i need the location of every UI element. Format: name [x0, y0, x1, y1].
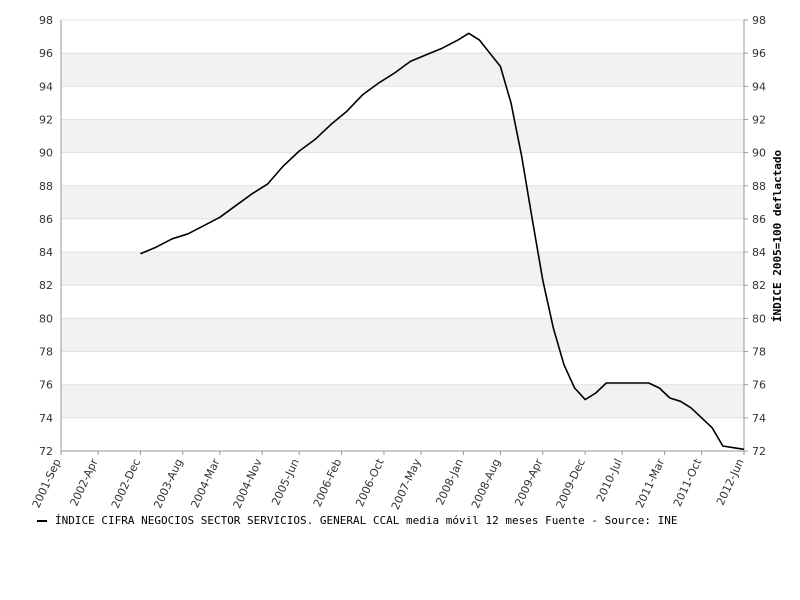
y-tick-label-left: 80 [39, 312, 53, 325]
grid-band [61, 285, 744, 319]
grid-bands [61, 19, 744, 452]
x-tick-label: 2011-Mar [633, 456, 667, 510]
y-tick-label-left: 96 [39, 47, 53, 60]
grid-band [61, 119, 744, 153]
y-tick-label-left: 90 [39, 147, 53, 160]
series-group [140, 32, 745, 451]
x-tick-label: 2008-Aug [469, 457, 503, 511]
x-tick-label: 2002-Dec [109, 457, 143, 511]
y-axis-right: 72 74 76 78 80 82 84 86 88 90 92 94 96 98 [744, 14, 766, 458]
legend: ÍNDICE CIFRA NEGOCIOS SECTOR SERVICIOS. … [37, 514, 777, 527]
x-tick-label: 2001-Sep [30, 457, 64, 510]
y-tick-label-right: 88 [752, 180, 766, 193]
y-tick-label-left: 94 [39, 80, 53, 93]
y-tick-label-left: 78 [39, 346, 53, 359]
y-tick-label-right: 98 [752, 14, 766, 27]
x-tick-label: 2009-Dec [554, 457, 588, 511]
grid-band [61, 417, 744, 451]
x-tick-label: 2011-Oct [671, 456, 705, 509]
x-tick-label: 2008-Jan [433, 457, 466, 507]
y-tick-label-right: 86 [752, 213, 766, 226]
y-tick-label-right: 94 [752, 80, 766, 93]
x-tick-label: 2005-Jun [269, 457, 302, 508]
grid-band [61, 351, 744, 385]
y-tick-label-right: 82 [752, 279, 766, 292]
grid-band [61, 252, 744, 286]
x-tick-label: 2003-Aug [151, 457, 185, 511]
y-tick-label-left: 74 [39, 412, 53, 425]
x-tick-label: 2012-Jun [714, 457, 747, 508]
y-tick-label-right: 74 [752, 412, 766, 425]
y-tick-label-left: 84 [39, 246, 53, 259]
y-tick-label-right: 84 [752, 246, 766, 259]
x-tick-label: 2004-Nov [231, 456, 266, 510]
y-tick-label-right: 90 [752, 147, 766, 160]
y-tick-label-left: 76 [39, 379, 53, 392]
y-tick-label-left: 86 [39, 213, 53, 226]
y-tick-label-left: 98 [39, 14, 53, 27]
grid-band [61, 152, 744, 186]
y-axis-left: 72 74 76 78 80 82 84 86 88 90 92 94 96 98 [39, 14, 53, 458]
y-tick-label-left: 92 [39, 113, 53, 126]
y-tick-label-right: 96 [752, 47, 766, 60]
x-tick-label: 2010-Jul [594, 457, 625, 504]
legend-line-swatch [37, 520, 47, 522]
grid-band [61, 185, 744, 219]
axes [60, 20, 745, 452]
grid-band [61, 86, 744, 120]
y-tick-label-right: 72 [752, 445, 766, 458]
x-tick-label: 2006-Feb [311, 457, 345, 509]
x-tick-label: 2009-Apr [512, 456, 545, 508]
x-axis: 2001-Sep 2002-Apr 2002-Dec 2003-Aug 2004-Mar… [30, 451, 747, 512]
x-tick-label: 2006-Oct [353, 456, 387, 509]
y-tick-label-right: 80 [752, 312, 766, 325]
y-tick-label-right: 92 [752, 113, 766, 126]
x-tick-label: 2007-May [389, 456, 424, 512]
x-tick-label: 2004-Mar [188, 456, 222, 510]
x-tick-label: 2002-Apr [68, 456, 101, 508]
grid-band [61, 20, 744, 54]
grid-band [61, 218, 744, 253]
legend-text: ÍNDICE CIFRA NEGOCIOS SECTOR SERVICIOS. … [55, 514, 678, 527]
y-axis-label: ÍNDICE 2005=100 deflactado [771, 150, 784, 323]
grid-band [61, 53, 744, 87]
y-tick-label-left: 72 [39, 445, 53, 458]
series-line [140, 32, 745, 451]
y-tick-label-left: 88 [39, 180, 53, 193]
grid-band [61, 384, 744, 418]
y-tick-label-right: 78 [752, 346, 766, 359]
y-tick-label-left: 82 [39, 279, 53, 292]
grid-band [61, 318, 744, 352]
y-tick-label-right: 76 [752, 379, 766, 392]
